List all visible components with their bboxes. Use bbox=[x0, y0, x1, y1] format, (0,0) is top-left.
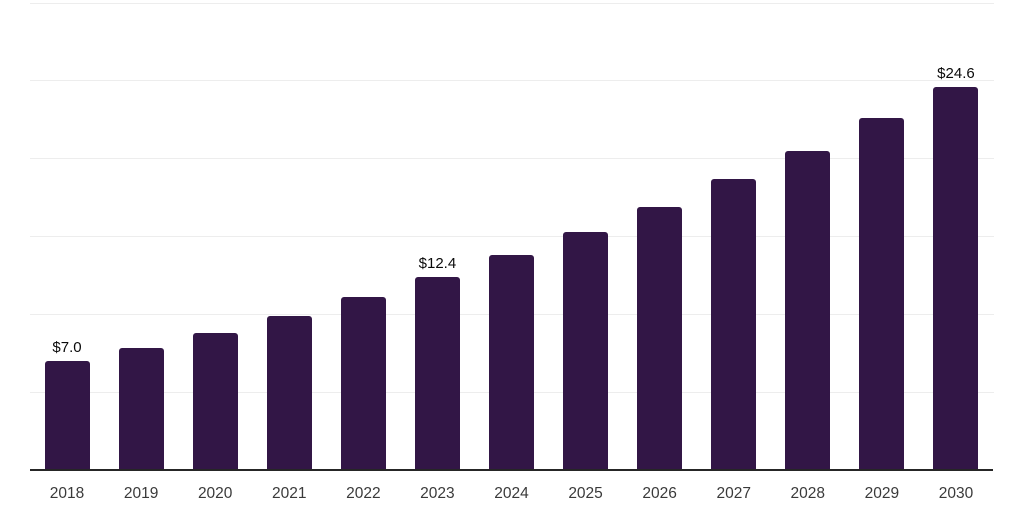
x-tick-label-2020: 2020 bbox=[197, 485, 233, 502]
x-tick-label-2029: 2029 bbox=[864, 485, 900, 502]
x-tick-label-2030: 2030 bbox=[938, 485, 974, 502]
bar-2028 bbox=[785, 150, 831, 470]
x-tick-label-2022: 2022 bbox=[346, 485, 381, 502]
bar-2027 bbox=[711, 178, 757, 470]
x-tick-label-2028: 2028 bbox=[790, 485, 826, 502]
x-axis-line bbox=[30, 469, 993, 471]
x-tick-label-2026: 2026 bbox=[642, 485, 677, 502]
x-tick-label-2027: 2027 bbox=[716, 485, 751, 502]
x-tick-label-2019: 2019 bbox=[123, 485, 159, 502]
bar-value-label-2018: $7.0 bbox=[52, 338, 82, 356]
bar-2025 bbox=[563, 231, 609, 470]
bar-2018 bbox=[44, 360, 90, 470]
bar-2021 bbox=[266, 315, 312, 470]
gridline bbox=[30, 236, 994, 238]
bar-2029 bbox=[859, 117, 905, 470]
gridline bbox=[30, 80, 994, 82]
bar-2022 bbox=[340, 297, 386, 470]
gridline bbox=[30, 158, 994, 160]
x-tick-label-2018: 2018 bbox=[49, 485, 85, 502]
x-tick-label-2021: 2021 bbox=[272, 485, 307, 502]
bar-2030 bbox=[933, 86, 979, 470]
x-tick-label-2023: 2023 bbox=[420, 485, 455, 502]
bar-2026 bbox=[637, 206, 683, 470]
gridline bbox=[30, 2, 994, 4]
bar-2023 bbox=[414, 276, 460, 470]
bar-value-label-2023: $12.4 bbox=[418, 254, 457, 272]
bar-2020 bbox=[192, 332, 238, 470]
bar-2019 bbox=[118, 348, 164, 470]
x-tick-label-2025: 2025 bbox=[568, 485, 603, 502]
bar-2024 bbox=[489, 254, 534, 470]
bar-value-label-2030: $24.6 bbox=[937, 64, 975, 82]
x-tick-label-2024: 2024 bbox=[494, 485, 529, 502]
